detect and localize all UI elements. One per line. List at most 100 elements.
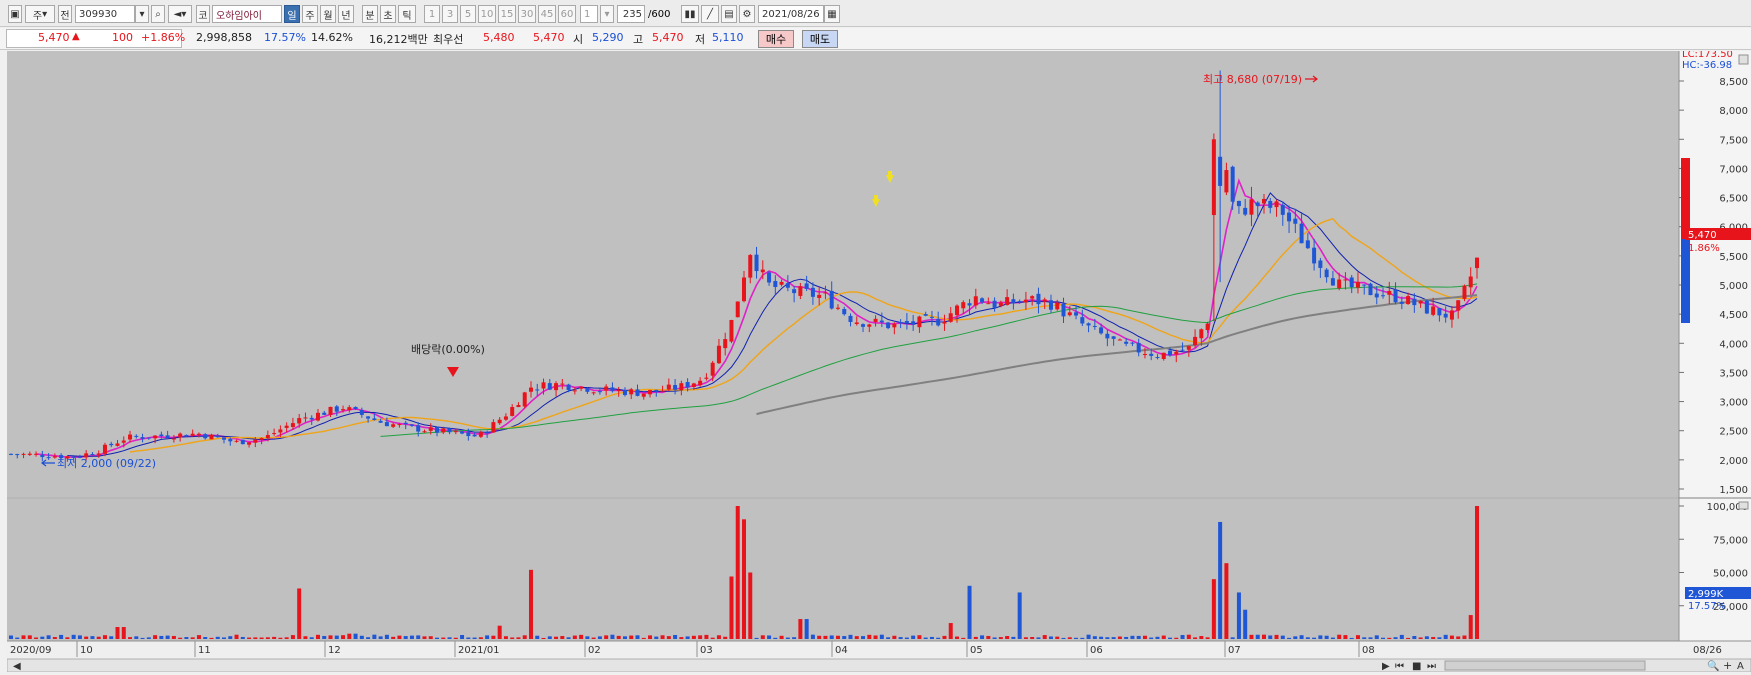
interval-30[interactable]: 30 [518,5,536,23]
candle-body [102,444,107,454]
all-toggle[interactable]: 전 [58,5,72,23]
scroll-left-icon[interactable]: ◀ [13,661,21,672]
period-minute[interactable]: 분 [362,5,378,23]
price-panel-menu-icon[interactable] [1738,54,1749,65]
stock-name[interactable]: 오하임아이 [212,5,282,23]
candle-body [673,385,678,390]
price-tick-label: 7,500 [1719,135,1748,146]
count-max: /600 [648,9,671,20]
stop-icon[interactable]: ■ [1412,661,1421,672]
chart-settings-icon[interactable]: ▣ [8,5,22,23]
period-day[interactable]: 일 [284,5,300,23]
x-tick-label: 10 [80,645,93,656]
first-page-icon[interactable]: ⏮ [1395,661,1404,672]
interval-45[interactable]: 45 [538,5,556,23]
chart-area[interactable]: 8,5008,0007,5007,0006,5006,0005,5005,000… [6,49,1751,673]
candle-body [1324,269,1329,278]
volume-bar [861,636,866,639]
volume-bar [1149,637,1154,639]
candle-body [1330,278,1335,286]
step-input[interactable]: 1 [580,5,598,23]
candle-body [234,440,239,442]
candle-body [541,382,546,389]
stock-chart[interactable]: 8,5008,0007,5007,0006,5006,0005,5005,000… [6,49,1751,673]
step-dropdown-icon[interactable]: ▾ [600,5,614,23]
trend-icon[interactable]: ╱ [701,5,719,23]
tools-icon[interactable]: A [1737,661,1744,672]
interval-5[interactable]: 5 [460,5,476,23]
volume-bar [654,636,659,639]
volume-bar [961,637,966,639]
volume-bar [1111,637,1116,639]
price-tick-label: 4,500 [1719,310,1748,321]
indicator-icon[interactable]: ▮▮ [681,5,699,23]
candle-body [980,298,985,303]
period-month[interactable]: 월 [320,5,336,23]
candle-body [1468,276,1473,288]
volume-bar [1067,637,1072,639]
scroll-right-icon[interactable]: ▶ [1382,661,1390,672]
volume-bar [372,634,377,639]
period-week[interactable]: 주 [302,5,318,23]
volume-bar [604,635,609,639]
candle-body [967,303,972,306]
candle-body [792,289,797,294]
buy-button[interactable]: 매수 [758,30,794,48]
volume-bar [472,637,477,639]
period-tick[interactable]: 틱 [398,5,416,23]
interval-15[interactable]: 15 [498,5,516,23]
volume-bar [597,636,602,639]
zoom-slider[interactable] [1444,660,1646,671]
volume-bar [253,637,258,639]
interval-60[interactable]: 60 [558,5,576,23]
interval-10[interactable]: 10 [478,5,496,23]
candle-body [460,431,465,434]
price-tag-text: 5,470 [1688,230,1717,241]
dividend-annotation: 배당락(0.00%) [411,343,485,356]
candle-body [253,439,258,443]
volume-bar [1274,634,1279,639]
period-year[interactable]: 년 [338,5,354,23]
stock-code-input[interactable]: 309930 [75,5,135,23]
candle-body [478,431,483,437]
sound-icon[interactable]: ◄▾ [168,5,192,23]
volume-bar [779,635,784,639]
volume-bar [228,636,233,639]
last-page-icon[interactable]: ⏭ [1427,661,1436,672]
candle-body [1255,202,1260,206]
sell-button[interactable]: 매도 [802,30,838,48]
volume-bar [691,635,696,639]
volume-panel-menu-icon[interactable] [1738,501,1749,510]
calendar-icon[interactable]: ▦ [824,5,840,23]
volume-bar [96,636,101,639]
zoom-in-icon[interactable]: + [1723,659,1732,672]
lc-label: LC:173.50 [1682,51,1733,60]
scrollbar[interactable]: ◀ ▶ ⏮ ■ ⏭ 🔍 + A [6,658,1751,673]
candle-body [604,386,609,391]
search-icon[interactable]: ⌕ [151,5,165,23]
code-dropdown-icon[interactable]: ▾ [135,5,149,23]
save-icon[interactable]: ▤ [721,5,737,23]
interval-1[interactable]: 1 [424,5,440,23]
volume-bar [309,637,314,639]
period-second[interactable]: 초 [380,5,396,23]
period-type-select[interactable]: 주 ▾ [25,5,55,23]
volume-bar [453,637,458,639]
candle-body [1393,289,1398,303]
market-tag[interactable]: 코 [196,5,210,23]
volume-bar [90,636,95,639]
gear-icon[interactable]: ⚙ [739,5,755,23]
interval-3[interactable]: 3 [442,5,458,23]
volume-bar [879,634,884,639]
volume-bar [1124,636,1129,639]
candle-body [1017,301,1022,303]
date-input[interactable]: 2021/08/26 [758,5,824,23]
volume-bar [704,634,709,639]
volume-bar [629,635,634,639]
volume-bar [247,637,252,639]
volume-bar [554,636,559,639]
count-input[interactable]: 235 [617,5,645,23]
zoom-icon[interactable]: 🔍 [1707,659,1719,672]
pct-tag-text: 1.86% [1688,243,1720,254]
candle-body [178,433,183,438]
